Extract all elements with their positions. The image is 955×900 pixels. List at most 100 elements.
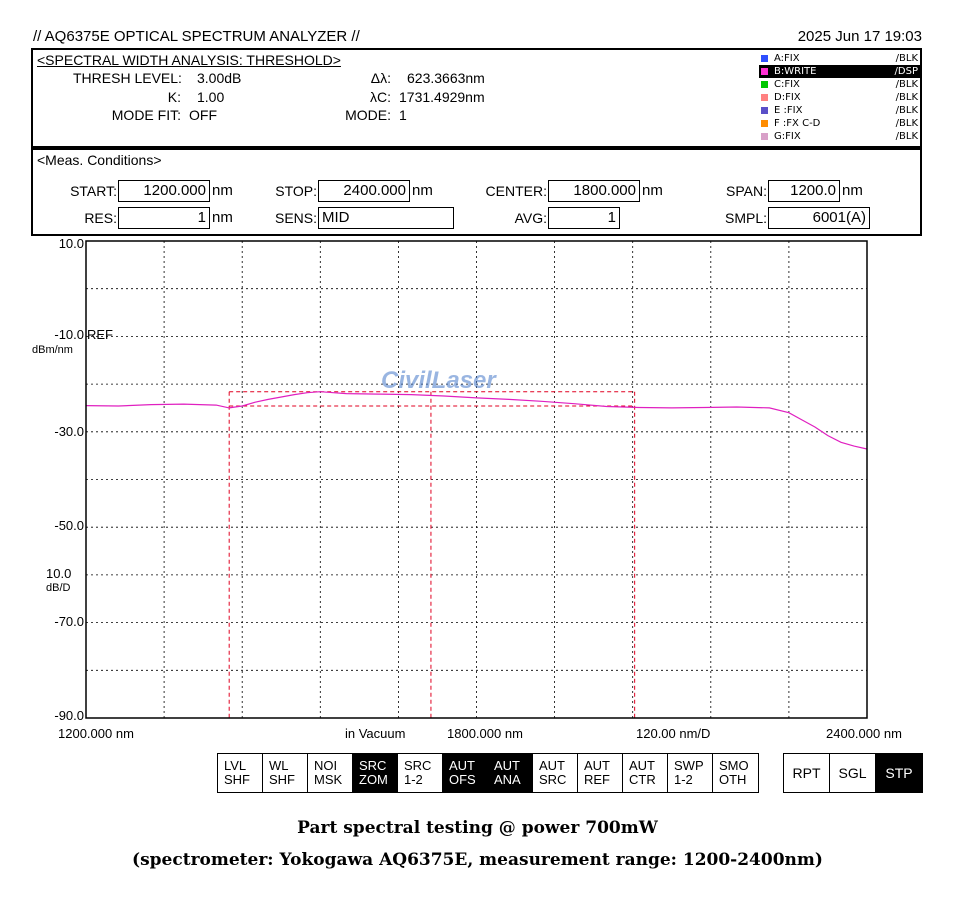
softkey-aut-ref[interactable]: AUT REF: [578, 754, 623, 792]
trace-color-swatch: [761, 94, 768, 101]
trace-name: C:FIX: [774, 79, 800, 90]
softkey-line-2: MSK: [314, 772, 343, 787]
center-lambda-value: 1731.4929nm: [399, 89, 485, 105]
softkey-sgl[interactable]: SGL: [830, 754, 876, 792]
span-label: SPAN:: [726, 183, 767, 199]
softkey-line-2: SHF: [269, 772, 295, 787]
trace-row[interactable]: E :FIX/BLK: [759, 104, 921, 117]
trace-row[interactable]: D:FIX/BLK: [759, 91, 921, 104]
start-unit: nm: [212, 182, 233, 199]
trace-name: A:FIX: [774, 53, 800, 64]
stop-label: STOP:: [275, 183, 317, 199]
span-field[interactable]: 1200.0: [768, 180, 840, 202]
trace-row[interactable]: F :FX C-D/BLK: [759, 117, 921, 130]
softkey-aut-src[interactable]: AUT SRC: [533, 754, 578, 792]
softkey-wl-shf[interactable]: WL SHF: [263, 754, 308, 792]
sens-label: SENS:: [274, 210, 317, 226]
trace-color-swatch: [761, 81, 768, 88]
trace-list: A:FIX/BLK B:WRITE/DSP C:FIX/BLK D:FIX/BLK E …: [759, 52, 921, 146]
softkey-aut-ctr[interactable]: AUT CTR: [623, 754, 668, 792]
plot-frame: [85, 240, 868, 719]
softkey-src-zom[interactable]: SRC ZOM: [353, 754, 398, 792]
y-label-top: 10.0: [58, 236, 84, 251]
softkey-noi-msk[interactable]: NOI MSK: [308, 754, 353, 792]
res-unit: nm: [212, 209, 233, 226]
softkey-line-1: AUT: [629, 758, 655, 773]
conditions-heading: <Meas. Conditions>: [37, 152, 162, 168]
thresh-label: THRESH LEVEL:: [73, 70, 182, 86]
trace-name: G:FIX: [774, 131, 801, 142]
delta-lambda-value: 623.3663nm: [407, 70, 485, 86]
softkey-line-1: WL: [269, 758, 289, 773]
center-label: CENTER:: [485, 183, 547, 199]
trace-row[interactable]: C:FIX/BLK: [759, 78, 921, 91]
softkey-line-2: CTR: [629, 772, 656, 787]
res-field[interactable]: 1: [118, 207, 210, 229]
mode-value: 1: [399, 107, 407, 123]
softkey-stp[interactable]: STP: [876, 754, 922, 792]
spectrum-chart: [85, 240, 868, 719]
softkey-line-1: SRC: [404, 758, 432, 773]
y-label-5: -70.0: [54, 614, 84, 629]
softkey-aut-ana[interactable]: AUT ANA: [488, 754, 533, 792]
trace-color-swatch: [761, 133, 768, 140]
res-label: RES:: [84, 210, 117, 226]
softkey-smo-oth[interactable]: SMO OTH: [713, 754, 758, 792]
softkey-line-2: OTH: [719, 772, 747, 787]
trace-color-swatch: [761, 107, 768, 114]
softkey-line-2: 1-2: [404, 772, 423, 787]
avg-field[interactable]: 1: [548, 207, 620, 229]
trace-name: E :FIX: [774, 105, 803, 116]
softkey-line-1: AUT: [539, 758, 565, 773]
softkey-swp-1-2[interactable]: SWP 1-2: [668, 754, 713, 792]
softkey-rpt[interactable]: RPT: [784, 754, 830, 792]
trace-mode: /BLK: [895, 118, 918, 129]
y-label-4: -50.0: [54, 518, 84, 533]
conditions-panel: <Meas. Conditions> START: 1200.000 nm ST…: [31, 148, 922, 236]
x-start-label: 1200.000 nm: [58, 726, 134, 741]
trace-color-swatch: [761, 120, 768, 127]
softkey-bar-analysis: LVL SHF WL SHF NOI MSK SRC ZOM SRC 1-2 AUT OFS AUT AN…: [217, 753, 759, 793]
k-value: 1.00: [197, 89, 225, 105]
softkey-line-1: AUT: [584, 758, 610, 773]
spectrum-trace-line: [85, 391, 868, 450]
softkey-line-1: AUT: [494, 758, 520, 773]
watermark-logo: CivilLaser: [381, 367, 496, 394]
softkey-line-2: REF: [584, 772, 610, 787]
ref-label: REF: [87, 327, 113, 342]
thresh-value: 3.00dB: [197, 70, 242, 86]
softkey-line-2: SHF: [224, 772, 250, 787]
trace-name: F :FX C-D: [774, 118, 821, 129]
analysis-heading: <SPECTRAL WIDTH ANALYSIS: THRESHOLD>: [37, 52, 341, 68]
scale-value: 10.0: [46, 566, 72, 581]
softkey-line-2: 1-2: [674, 772, 693, 787]
x-stop-label: 2400.000 nm: [826, 726, 902, 741]
softkey-line-1: AUT: [449, 758, 475, 773]
caption-line-2: (spectrometer: Yokogawa AQ6375E, measure…: [132, 850, 823, 870]
avg-label: AVG:: [514, 210, 547, 226]
scale-unit: dB/D: [46, 582, 71, 594]
mode-label: MODE:: [345, 107, 391, 123]
trace-row[interactable]: G:FIX/BLK: [759, 130, 921, 143]
softkey-line-2: OFS: [449, 772, 476, 787]
softkey-lvl-shf[interactable]: LVL SHF: [218, 754, 263, 792]
softkey-line-2: ANA: [494, 772, 521, 787]
trace-color-swatch: [761, 55, 768, 62]
center-unit: nm: [642, 182, 663, 199]
softkey-line-1: SWP: [674, 758, 704, 773]
smpl-field[interactable]: 6001(A): [768, 207, 870, 229]
trace-name: B:WRITE: [774, 66, 817, 77]
sens-field[interactable]: MID: [318, 207, 454, 229]
center-field[interactable]: 1800.000: [548, 180, 640, 202]
stop-field[interactable]: 2400.000: [318, 180, 410, 202]
modefit-label: MODE FIT:: [111, 107, 181, 123]
trace-row[interactable]: A:FIX/BLK: [759, 52, 921, 65]
softkey-aut-ofs[interactable]: AUT OFS: [443, 754, 488, 792]
trace-row[interactable]: B:WRITE/DSP: [759, 65, 921, 78]
start-label: START:: [70, 183, 117, 199]
softkey-bar-sweep: RPT SGL STP: [783, 753, 923, 793]
softkey-src-1-2[interactable]: SRC 1-2: [398, 754, 443, 792]
start-field[interactable]: 1200.000: [118, 180, 210, 202]
trace-mode: /DSP: [894, 66, 918, 77]
y-label-bottom: -90.0: [54, 708, 84, 723]
